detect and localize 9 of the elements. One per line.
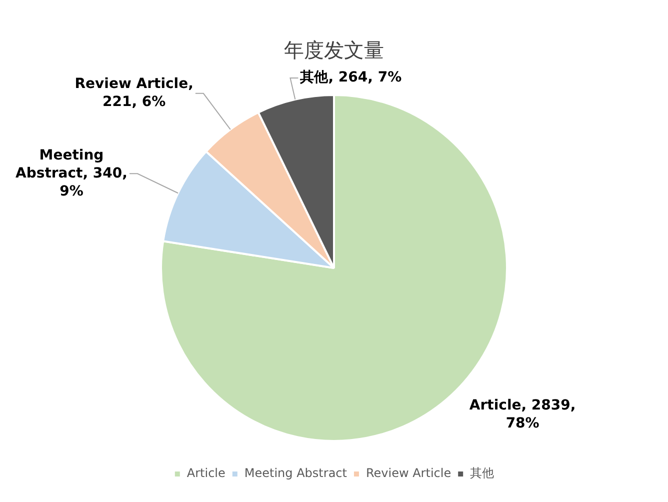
legend-label: Meeting Abstract <box>244 466 348 480</box>
data-label: Review Article, 221, 6% <box>74 76 194 110</box>
legend-label: 其他 <box>470 466 494 480</box>
legend-label: Review Article <box>366 466 452 480</box>
data-label: Article, 2839, 78% <box>469 397 576 432</box>
data-label: 其他, 264, 7% <box>299 70 402 86</box>
legend-label: Article <box>186 466 226 480</box>
data-label: Meeting Abstract, 340, 9% <box>16 147 128 200</box>
chart-title: 年度发文量 <box>284 38 384 62</box>
